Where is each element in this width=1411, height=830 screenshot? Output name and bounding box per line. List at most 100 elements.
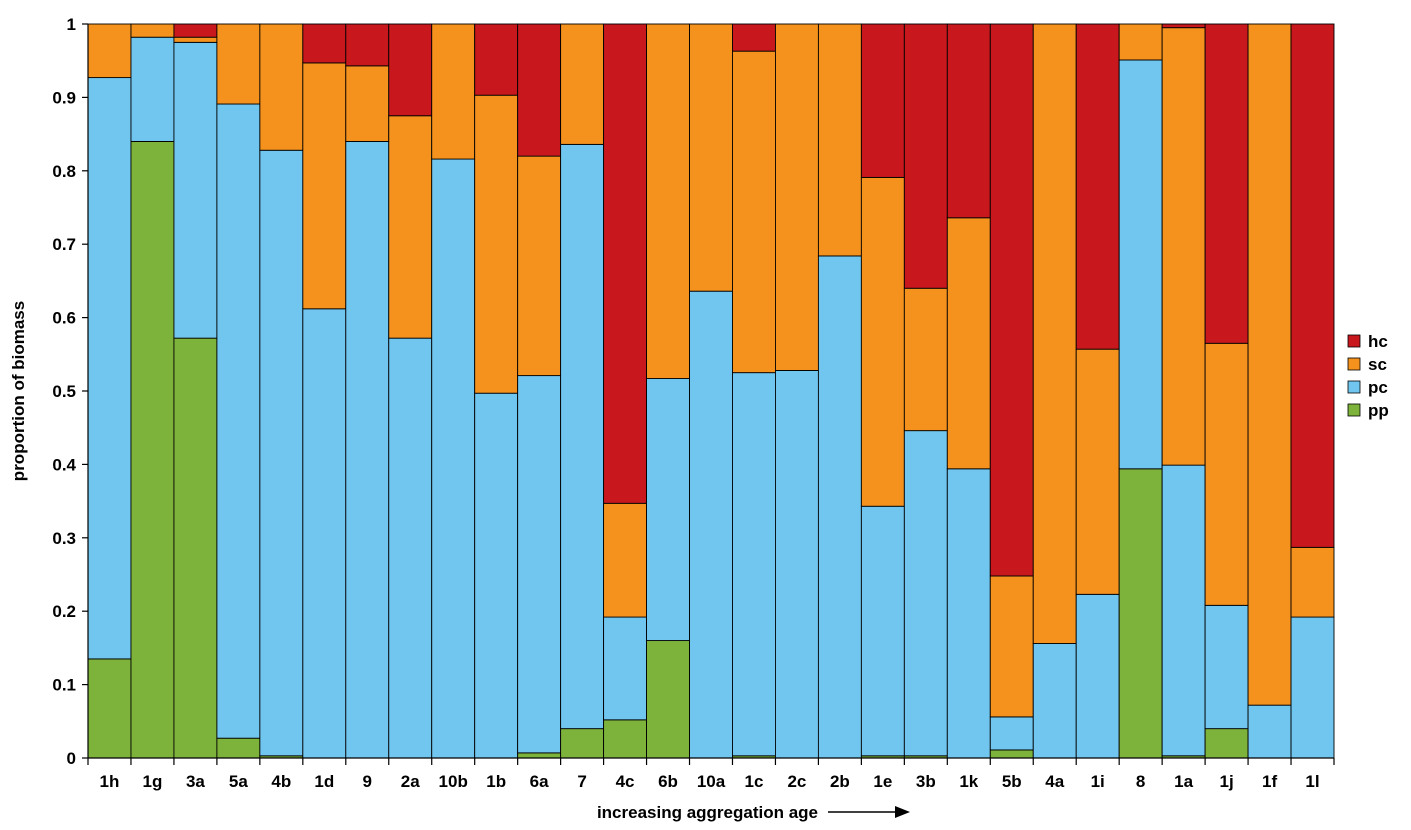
- bar-segment-sc-1h: [87, 23, 132, 79]
- y-axis-title: proportion of biomass: [9, 301, 28, 481]
- x-tick-label-1l: 1l: [1305, 772, 1319, 791]
- bar-segment-hc-1a: [1161, 23, 1206, 29]
- legend-swatch-pp: [1347, 403, 1361, 417]
- x-tick-label-7: 7: [577, 772, 586, 791]
- bar-segment-pc-5b: [989, 716, 1034, 751]
- bar-segment-sc-7: [560, 23, 605, 145]
- x-tick-label-2a: 2a: [401, 772, 420, 791]
- y-tick-label: 0.3: [52, 529, 76, 548]
- bar-segment-pp-4c: [603, 719, 648, 759]
- x-tick-label-1f: 1f: [1262, 772, 1277, 791]
- bar-segment-pc-4a: [1032, 643, 1077, 759]
- x-tick-label-3b: 3b: [916, 772, 936, 791]
- bar-segment-sc-1a: [1161, 27, 1206, 466]
- bar-segment-pc-1e: [860, 505, 905, 757]
- x-tick-label-6a: 6a: [530, 772, 549, 791]
- y-tick-label: 0.4: [52, 455, 76, 474]
- x-tick-label-2b: 2b: [830, 772, 850, 791]
- bar-segment-hc-1d: [302, 23, 347, 64]
- bar-segment-pc-8: [1118, 59, 1163, 470]
- legend-label-pp: pp: [1368, 401, 1389, 420]
- y-tick-label: 0.5: [52, 382, 76, 401]
- legend-label-hc: hc: [1368, 332, 1388, 351]
- x-tick-label-1a: 1a: [1174, 772, 1193, 791]
- bar-segment-hc-3b: [903, 23, 948, 289]
- bar-segment-pc-1g: [130, 36, 175, 142]
- bar-segment-hc-5b: [989, 23, 1034, 577]
- legend-swatch-hc: [1347, 334, 1361, 348]
- y-tick-label: 1: [67, 15, 76, 34]
- bar-segment-sc-9: [345, 65, 390, 142]
- bar-segment-pc-1d: [302, 308, 347, 759]
- bar-segment-sc-1c: [732, 50, 776, 374]
- bars-group: [87, 23, 1335, 759]
- x-tick-label-6b: 6b: [658, 772, 678, 791]
- x-tick-label-5b: 5b: [1002, 772, 1022, 791]
- bar-segment-sc-5a: [216, 23, 261, 105]
- x-tick-label-1d: 1d: [314, 772, 334, 791]
- legend-label-pc: pc: [1368, 378, 1388, 397]
- bar-segment-pc-2a: [388, 337, 433, 759]
- bar-segment-sc-5b: [989, 575, 1034, 718]
- x-tick-label-4a: 4a: [1045, 772, 1064, 791]
- bar-segment-pp-6a: [517, 752, 562, 759]
- x-axis-title: increasing aggregation age: [597, 803, 818, 822]
- bar-segment-pc-6b: [646, 378, 690, 642]
- x-tick-label-5a: 5a: [229, 772, 248, 791]
- legend-swatch-pc: [1347, 380, 1361, 394]
- bar-segment-hc-1c: [732, 23, 776, 52]
- bar-segment-hc-4c: [603, 23, 648, 504]
- bar-segment-sc-3a: [173, 36, 218, 43]
- bar-segment-sc-1g: [130, 23, 175, 38]
- bar-segment-pc-1f: [1247, 704, 1292, 759]
- bar-segment-pp-6b: [646, 640, 690, 759]
- bar-segment-hc-3a: [173, 23, 218, 38]
- bar-segment-pc-3a: [173, 41, 218, 339]
- y-tick-label: 0.1: [52, 676, 76, 695]
- bar-segment-pc-1b: [474, 392, 519, 759]
- bar-segment-sc-1l: [1290, 546, 1335, 618]
- bar-segment-sc-4c: [603, 502, 648, 618]
- x-axis: 1h 1g 3a 5a 4b 1d 9 2a 10b 1b 6a 7 4c 6b 10a 1c 2c 2b 1e 3b…: [87, 757, 1335, 791]
- x-tick-label-8: 8: [1136, 772, 1145, 791]
- x-tick-label-1i: 1i: [1091, 772, 1105, 791]
- x-tick-label-1h: 1h: [100, 772, 120, 791]
- bar-segment-sc-6b: [646, 23, 690, 379]
- bar-segment-hc-1k: [946, 23, 991, 219]
- x-axis-arrow-icon: [828, 806, 910, 818]
- bar-segment-pp-8: [1118, 468, 1163, 759]
- y-tick-label: 0.8: [52, 162, 76, 181]
- bar-segment-sc-10b: [431, 23, 476, 160]
- legend-label-sc: sc: [1368, 355, 1387, 374]
- bar-segment-sc-4a: [1032, 23, 1077, 644]
- legend-swatch-sc: [1347, 357, 1361, 371]
- bar-segment-pp-5b: [989, 749, 1034, 759]
- bar-segment-sc-2c: [775, 23, 819, 371]
- bar-segment-hc-9: [345, 23, 390, 67]
- y-tick-label: 0.7: [52, 235, 76, 254]
- bar-segment-pc-1l: [1290, 616, 1335, 759]
- x-tick-label-1c: 1c: [745, 772, 764, 791]
- bar-segment-sc-1f: [1247, 23, 1292, 706]
- bar-segment-sc-1j: [1204, 342, 1249, 606]
- bar-segment-pc-4b: [259, 149, 304, 757]
- x-tick-label-9: 9: [363, 772, 372, 791]
- y-tick-label: 0: [67, 749, 76, 768]
- bar-segment-pp-1h: [87, 658, 132, 759]
- bar-segment-sc-4b: [259, 23, 304, 151]
- bar-segment-hc-1j: [1204, 23, 1249, 344]
- x-tick-label-10b: 10b: [439, 772, 468, 791]
- bar-segment-pp-7: [560, 728, 605, 759]
- bar-segment-sc-6a: [517, 155, 562, 377]
- bar-segment-sc-8: [1118, 23, 1163, 61]
- bar-segment-sc-3b: [903, 287, 948, 432]
- bar-segment-hc-1i: [1075, 23, 1120, 350]
- bar-segment-pc-4c: [603, 616, 648, 721]
- bar-segment-pc-7: [560, 143, 605, 730]
- bar-segment-pp-5a: [216, 737, 261, 759]
- bar-segment-pc-10a: [689, 290, 733, 759]
- bar-segment-pp-1j: [1204, 728, 1249, 759]
- x-tick-label-4b: 4b: [271, 772, 291, 791]
- bar-segment-pc-5a: [216, 103, 261, 739]
